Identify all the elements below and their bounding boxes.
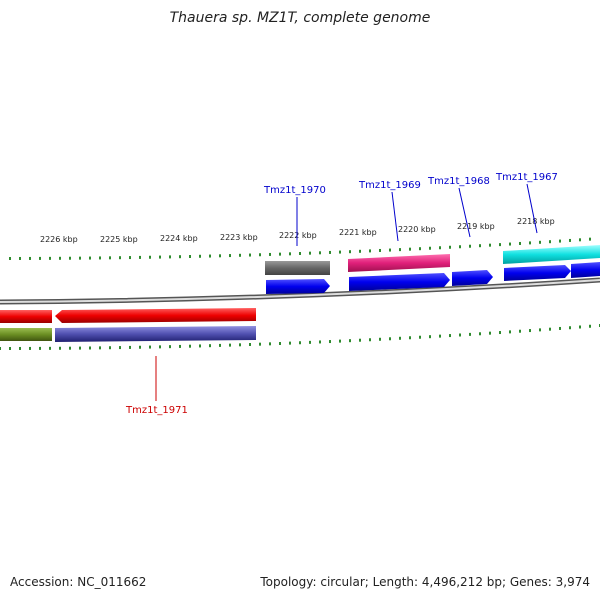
gene-reverse-partial[interactable] — [0, 310, 52, 323]
tick-label: 2218 kbp — [517, 217, 555, 226]
gene-forward-tmz1t-1970[interactable] — [266, 279, 330, 294]
gene-label-tmz1t-1968[interactable]: Tmz1t_1968 — [427, 176, 490, 187]
genome-backbone-highlight — [0, 279, 600, 303]
gene-forward-tmz1t-1968[interactable] — [452, 270, 493, 286]
genome-stats-text: Topology: circular; Length: 4,496,212 bp… — [260, 575, 590, 589]
gene-forward-partial[interactable] — [571, 262, 600, 278]
label-leader — [458, 187, 471, 238]
inner-tick-track — [0, 324, 600, 350]
gene-reverse-tmz1t-1971[interactable] — [55, 308, 256, 323]
gene-forward-tmz1t-1969[interactable] — [349, 273, 450, 291]
tick-label: 2223 kbp — [220, 233, 258, 242]
genome-title: Thauera sp. MZ1T, complete genome — [169, 10, 431, 26]
gene-label-tmz1t-1967[interactable]: Tmz1t_1967 — [495, 172, 558, 183]
cog-feature-pink — [348, 254, 450, 272]
gene-label-tmz1t-1970[interactable]: Tmz1t_1970 — [263, 185, 326, 196]
tick-label: 2219 kbp — [457, 222, 495, 231]
tick-label: 2225 kbp — [100, 235, 138, 244]
gene-forward-tmz1t-1967[interactable] — [504, 265, 571, 281]
tick-label: 2220 kbp — [398, 225, 436, 234]
tick-label: 2224 kbp — [160, 234, 198, 243]
tick-label: 2222 kbp — [279, 231, 317, 240]
accession-text: Accession: NC_011662 — [10, 575, 147, 589]
tick-label: 2226 kbp — [40, 235, 78, 244]
outer-tick-track — [9, 237, 591, 260]
label-leader — [526, 183, 538, 234]
cog-feature-gray — [265, 261, 330, 275]
cog-feature-cyan — [503, 245, 600, 264]
tick-label: 2221 kbp — [339, 228, 377, 237]
cog-feature-olive — [0, 328, 52, 341]
gene-label-tmz1t-1971[interactable]: Tmz1t_1971 — [125, 405, 188, 416]
gene-label-tmz1t-1969[interactable]: Tmz1t_1969 — [358, 180, 421, 191]
cog-feature-slate — [55, 326, 256, 342]
label-leader — [391, 191, 399, 242]
